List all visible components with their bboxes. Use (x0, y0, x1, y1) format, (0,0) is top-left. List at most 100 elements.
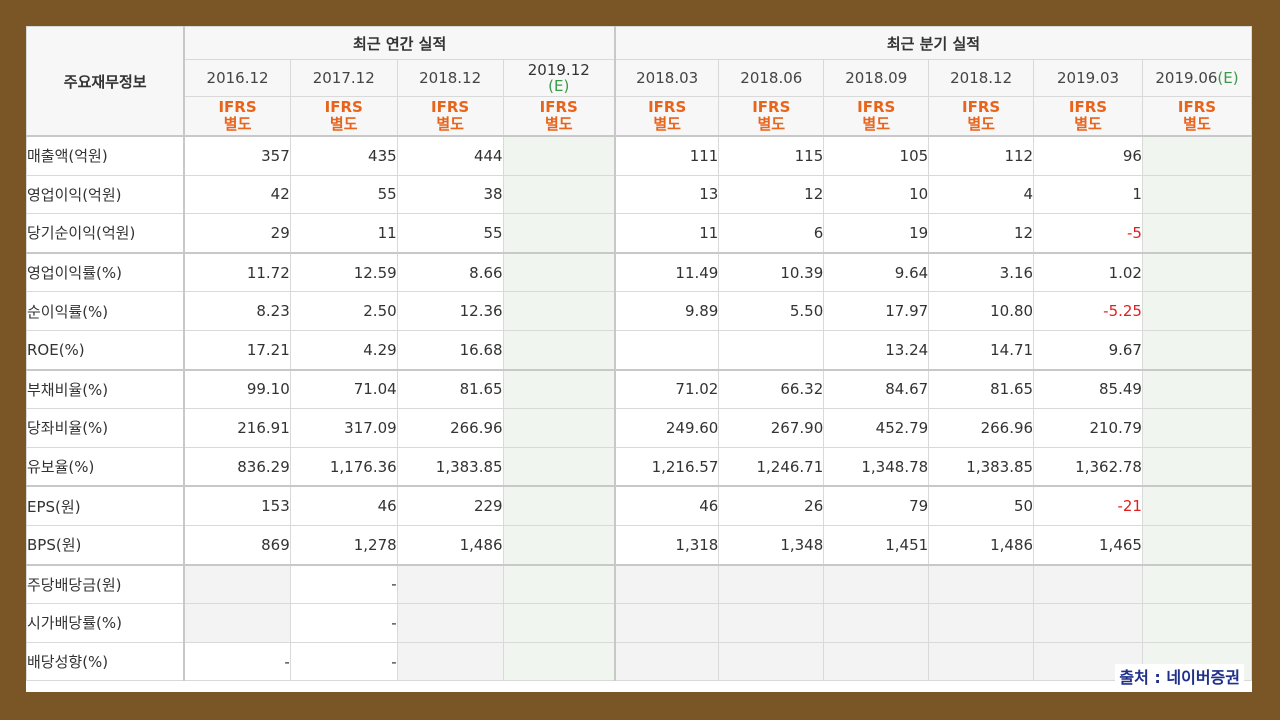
value-cell: 19 (823, 213, 930, 254)
row-label: 영업이익률(%) (26, 251, 186, 293)
accounting-standard: IFRS 별도 (928, 96, 1035, 137)
source-credit: 출처 : 네이버증권 (1115, 664, 1244, 688)
value-cell (502, 563, 616, 605)
value-cell: -21 (1033, 485, 1143, 526)
period-header: 2017.12 (289, 59, 398, 97)
accounting-scope: 별도 (223, 115, 252, 133)
value-cell (502, 368, 616, 410)
value-cell (823, 563, 930, 605)
value-cell (718, 641, 825, 682)
row-label: 순이익률(%) (26, 291, 186, 331)
value-cell: 81.65 (396, 368, 504, 410)
value-cell: 1.02 (1033, 251, 1143, 293)
accounting-scope: 별도 (757, 115, 786, 133)
value-cell: 1,383.85 (396, 446, 504, 487)
value-cell: 10 (823, 174, 930, 215)
accounting-type: IFRS (857, 98, 896, 116)
accounting-type: IFRS (1068, 98, 1108, 116)
value-cell: 38 (396, 174, 504, 215)
value-cell: 216.91 (183, 408, 291, 448)
value-cell: 10.80 (928, 291, 1035, 331)
value-cell: 1,318 (613, 524, 720, 566)
estimate-marker: (E) (548, 77, 570, 95)
accounting-type: IFRS (539, 98, 578, 116)
value-cell (1141, 174, 1252, 215)
value-cell (183, 563, 291, 605)
value-cell: - (289, 641, 398, 682)
value-cell (613, 563, 720, 605)
value-cell: 46 (613, 485, 720, 526)
table-row: EPS(원) 153 46 229 46 26 79 50 -21 (26, 485, 1252, 526)
accounting-type: IFRS (431, 98, 470, 116)
value-cell (823, 603, 930, 643)
value-cell (1141, 251, 1252, 293)
table-row: 당기순이익(억원) 29 11 55 11 6 19 12 -5 (26, 213, 1252, 254)
value-cell: -5 (1033, 213, 1143, 254)
accounting-standard: IFRS 별도 (823, 96, 930, 137)
value-cell: 42 (183, 174, 291, 215)
value-cell: - (289, 603, 398, 643)
value-cell: 11 (289, 213, 398, 254)
value-cell (183, 603, 291, 643)
period-header: 2019.12 (E) (502, 59, 616, 97)
value-cell (1141, 368, 1252, 410)
value-cell: 12.59 (289, 251, 398, 293)
row-label: EPS(원) (26, 485, 186, 526)
value-cell: 11.49 (613, 251, 720, 293)
value-cell (502, 213, 616, 254)
value-cell: 357 (183, 134, 291, 176)
value-cell (1141, 485, 1252, 526)
table-row: ROE(%) 17.21 4.29 16.68 13.24 14.71 9.67 (26, 329, 1252, 371)
table-row: BPS(원) 869 1,278 1,486 1,318 1,348 1,451 1,486 1… (26, 524, 1252, 566)
value-cell: 46 (289, 485, 398, 526)
value-cell (502, 408, 616, 448)
accounting-type: IFRS (648, 98, 687, 116)
row-label: 부채비율(%) (26, 368, 186, 410)
value-cell: 8.66 (396, 251, 504, 293)
value-cell (1141, 524, 1252, 566)
accounting-scope: 별도 (329, 115, 358, 133)
value-cell: 10.39 (718, 251, 825, 293)
table-row: 시가배당률(%) - (26, 603, 1252, 643)
period-header: 2016.12 (183, 59, 291, 97)
value-cell (928, 641, 1035, 682)
value-cell (1141, 134, 1252, 176)
row-label: 당좌비율(%) (26, 408, 186, 448)
table-row: 부채비율(%) 99.10 71.04 81.65 71.02 66.32 84.67 81.… (26, 368, 1252, 410)
value-cell: - (289, 563, 398, 605)
value-cell: 869 (183, 524, 291, 566)
value-cell (928, 603, 1035, 643)
value-cell (1141, 563, 1252, 605)
value-cell (396, 563, 504, 605)
row-label: 배당성향(%) (26, 641, 186, 682)
value-cell: 1,383.85 (928, 446, 1035, 487)
value-cell (1141, 329, 1252, 371)
accounting-standard: IFRS 별도 (289, 96, 398, 137)
accounting-scope: 별도 (436, 115, 464, 133)
value-cell: 266.96 (928, 408, 1035, 448)
table-row: 순이익률(%) 8.23 2.50 12.36 9.89 5.50 17.97 10.80 -5… (26, 291, 1252, 331)
row-label: 영업이익(억원) (26, 174, 186, 215)
value-cell: 11.72 (183, 251, 291, 293)
value-cell: 4 (928, 174, 1035, 215)
accounting-scope: 별도 (1074, 115, 1102, 133)
value-cell: 1,216.57 (613, 446, 720, 487)
value-cell: 26 (718, 485, 825, 526)
value-cell: 12.36 (396, 291, 504, 331)
value-cell: 229 (396, 485, 504, 526)
row-label: 당기순이익(억원) (26, 213, 186, 254)
value-cell (613, 329, 720, 371)
row-label: ROE(%) (26, 329, 186, 371)
value-cell: 115 (718, 134, 825, 176)
value-cell (1141, 446, 1252, 487)
period-header: 2019.06(E) (1141, 59, 1252, 97)
value-cell (1141, 603, 1252, 643)
table-row: 당좌비율(%) 216.91 317.09 266.96 249.60 267.90 452… (26, 408, 1252, 448)
value-cell: 11 (613, 213, 720, 254)
row-label: 시가배당률(%) (26, 603, 186, 643)
value-cell: 12 (928, 213, 1035, 254)
value-cell (502, 603, 616, 643)
accounting-standard: IFRS 별도 (1141, 96, 1252, 137)
value-cell: 112 (928, 134, 1035, 176)
accounting-standard: IFRS 별도 (718, 96, 825, 137)
